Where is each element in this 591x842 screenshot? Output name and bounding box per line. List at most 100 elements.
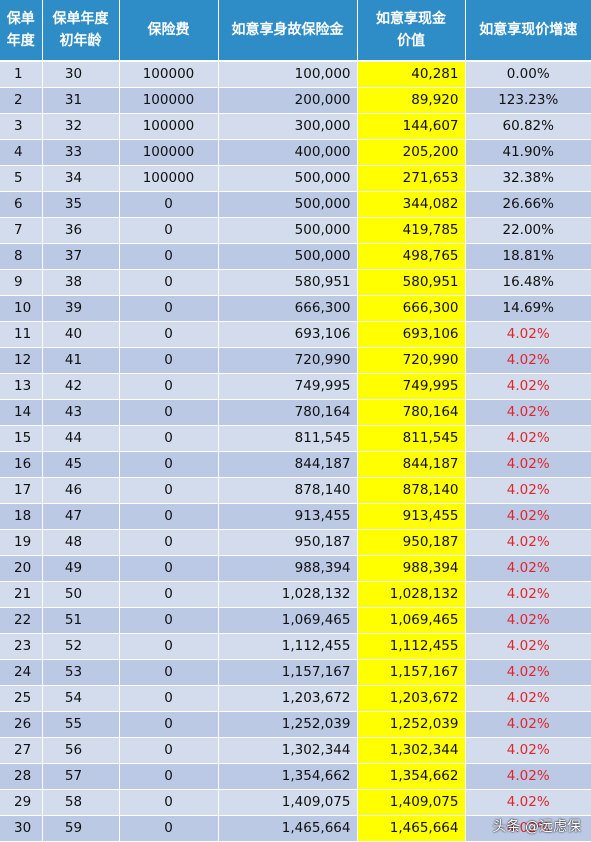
cell-cash-value: 950,187 <box>357 529 466 556</box>
cell-start-age: 30 <box>42 61 120 88</box>
cell-cash-value: 749,995 <box>357 373 466 400</box>
cell-premium: 0 <box>119 581 219 608</box>
cell-cash-value-growth: 4.02% <box>465 451 591 478</box>
cell-premium: 0 <box>119 243 219 270</box>
cell-cash-value: 1,409,075 <box>357 789 466 816</box>
cell-policy-year: 30 <box>0 815 43 842</box>
cell-death-benefit: 720,990 <box>218 347 358 374</box>
table-row: 25 54 0 1,203,672 1,203,672 4.02% <box>0 685 591 712</box>
cell-premium: 0 <box>119 347 219 374</box>
cell-premium: 0 <box>119 217 219 244</box>
cell-cash-value-growth: 32.38% <box>465 165 591 192</box>
cell-premium: 0 <box>119 685 219 712</box>
cell-policy-year: 20 <box>0 555 43 582</box>
watermark: 头条 @远虑保 <box>492 819 581 835</box>
table-row: 14 43 0 780,164 780,164 4.02% <box>0 399 591 426</box>
cell-start-age: 35 <box>42 191 120 218</box>
table-row: 17 46 0 878,140 878,140 4.02% <box>0 477 591 504</box>
cell-death-benefit: 500,000 <box>218 191 358 218</box>
cell-policy-year: 21 <box>0 581 43 608</box>
cell-death-benefit: 1,302,344 <box>218 737 358 764</box>
cell-policy-year: 9 <box>0 269 43 296</box>
cell-premium: 100000 <box>119 87 219 114</box>
cell-policy-year: 11 <box>0 321 43 348</box>
cell-cash-value-growth: 4.02% <box>465 503 591 530</box>
table-row: 22 51 0 1,069,465 1,069,465 4.02% <box>0 607 591 634</box>
cell-death-benefit: 400,000 <box>218 139 358 166</box>
cell-cash-value: 1,302,344 <box>357 737 466 764</box>
cell-cash-value-growth: 14.69% <box>465 295 591 322</box>
cell-cash-value: 1,203,672 <box>357 685 466 712</box>
cell-cash-value-growth: 4.02% <box>465 789 591 816</box>
cell-start-age: 39 <box>42 295 120 322</box>
cell-premium: 100000 <box>119 113 219 140</box>
cell-policy-year: 3 <box>0 113 43 140</box>
cell-cash-value: 1,028,132 <box>357 581 466 608</box>
cell-policy-year: 29 <box>0 789 43 816</box>
cell-policy-year: 5 <box>0 165 43 192</box>
table-row: 24 53 0 1,157,167 1,157,167 4.02% <box>0 659 591 686</box>
cell-policy-year: 12 <box>0 347 43 374</box>
cell-premium: 0 <box>119 607 219 634</box>
header-cash-value-growth: 如意享现价增速 <box>465 0 591 62</box>
cell-death-benefit: 950,187 <box>218 529 358 556</box>
cell-policy-year: 6 <box>0 191 43 218</box>
cell-start-age: 47 <box>42 503 120 530</box>
cell-death-benefit: 1,354,662 <box>218 763 358 790</box>
table-row: 16 45 0 844,187 844,187 4.02% <box>0 451 591 478</box>
cell-start-age: 40 <box>42 321 120 348</box>
cell-premium: 0 <box>119 789 219 816</box>
cell-cash-value: 844,187 <box>357 451 466 478</box>
cell-start-age: 58 <box>42 789 120 816</box>
cell-start-age: 59 <box>42 815 120 842</box>
table-row: 7 36 0 500,000 419,785 22.00% <box>0 217 591 244</box>
cell-cash-value-growth: 22.00% <box>465 217 591 244</box>
table-row: 23 52 0 1,112,455 1,112,455 4.02% <box>0 633 591 660</box>
cell-death-benefit: 693,106 <box>218 321 358 348</box>
cell-policy-year: 22 <box>0 607 43 634</box>
cell-death-benefit: 988,394 <box>218 555 358 582</box>
cell-policy-year: 17 <box>0 477 43 504</box>
cell-cash-value-growth: 4.02% <box>465 815 591 842</box>
cell-death-benefit: 1,112,455 <box>218 633 358 660</box>
cell-death-benefit: 1,252,039 <box>218 711 358 738</box>
cell-death-benefit: 666,300 <box>218 295 358 322</box>
cell-cash-value-growth: 4.02% <box>465 477 591 504</box>
cell-cash-value: 780,164 <box>357 399 466 426</box>
cell-cash-value-growth: 18.81% <box>465 243 591 270</box>
cell-cash-value-growth: 4.02% <box>465 737 591 764</box>
cell-cash-value-growth: 4.02% <box>465 607 591 634</box>
cell-start-age: 37 <box>42 243 120 270</box>
header-start-age: 保单年度 初年龄 <box>42 0 120 62</box>
cell-cash-value: 271,653 <box>357 165 466 192</box>
cell-premium: 0 <box>119 477 219 504</box>
cell-premium: 0 <box>119 191 219 218</box>
cell-premium: 100000 <box>119 61 219 88</box>
cell-death-benefit: 580,951 <box>218 269 358 296</box>
table-row: 10 39 0 666,300 666,300 14.69% <box>0 295 591 322</box>
cell-policy-year: 19 <box>0 529 43 556</box>
cell-premium: 0 <box>119 555 219 582</box>
cell-cash-value-growth: 41.90% <box>465 139 591 166</box>
cell-start-age: 48 <box>42 529 120 556</box>
cell-cash-value-growth: 4.02% <box>465 529 591 556</box>
cell-death-benefit: 1,409,075 <box>218 789 358 816</box>
cell-cash-value: 89,920 <box>357 87 466 114</box>
cell-premium: 100000 <box>119 165 219 192</box>
cell-cash-value-growth: 4.02% <box>465 321 591 348</box>
cell-premium: 0 <box>119 633 219 660</box>
cell-death-benefit: 1,157,167 <box>218 659 358 686</box>
cell-premium: 0 <box>119 269 219 296</box>
cell-death-benefit: 1,203,672 <box>218 685 358 712</box>
header-premium: 保险费 <box>119 0 219 62</box>
cell-cash-value: 666,300 <box>357 295 466 322</box>
cell-policy-year: 24 <box>0 659 43 686</box>
cell-cash-value-growth: 4.02% <box>465 555 591 582</box>
cell-cash-value: 1,252,039 <box>357 711 466 738</box>
cell-policy-year: 4 <box>0 139 43 166</box>
cell-premium: 0 <box>119 711 219 738</box>
cell-death-benefit: 500,000 <box>218 165 358 192</box>
header-policy-year: 保单 年度 <box>0 0 43 62</box>
table-row: 20 49 0 988,394 988,394 4.02% <box>0 555 591 582</box>
cell-premium: 0 <box>119 529 219 556</box>
